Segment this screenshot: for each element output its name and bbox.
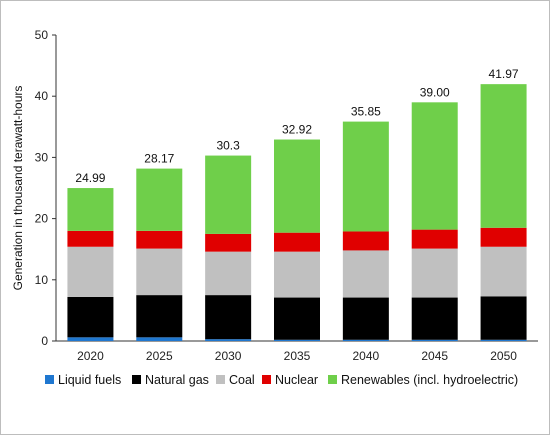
bar-segment-nuclear-2030 bbox=[205, 233, 252, 252]
legend: Liquid fuels Natural gas Coal Nuclear Renewa… bbox=[45, 373, 518, 387]
bar-segment-natural-gas-2040 bbox=[342, 297, 389, 340]
bar-segment-natural-gas-2025 bbox=[136, 295, 183, 338]
bar-segment-coal-2050 bbox=[480, 246, 527, 297]
x-tick-label-2025: 2025 bbox=[146, 349, 173, 363]
bar-segment-liquid-fuels-2025 bbox=[136, 337, 183, 341]
bar-segment-natural-gas-2050 bbox=[480, 296, 527, 340]
bar-segment-renewables-incl-hydroelectric-2035 bbox=[274, 139, 320, 233]
bars bbox=[67, 84, 527, 341]
bar-segment-renewables-incl-hydroelectric-2050 bbox=[480, 84, 527, 228]
bar-segment-coal-2045 bbox=[411, 248, 458, 298]
bar-segment-liquid-fuels-2030 bbox=[205, 339, 252, 341]
bar-segment-liquid-fuels-2050 bbox=[480, 339, 527, 341]
bar-segment-coal-2020 bbox=[67, 246, 114, 297]
bar-segment-nuclear-2045 bbox=[411, 229, 458, 249]
legend-label-natural-gas: Natural gas bbox=[145, 373, 209, 387]
bar-segment-liquid-fuels-2040 bbox=[342, 339, 389, 341]
y-tick-label: 30 bbox=[35, 150, 49, 164]
legend-label-coal: Coal bbox=[229, 373, 255, 387]
x-tick-label-2035: 2035 bbox=[284, 349, 311, 363]
y-axis-label: Generation in thousand terawatt-hours bbox=[11, 86, 25, 291]
x-tick-label-2030: 2030 bbox=[215, 349, 242, 363]
y-tick-label: 50 bbox=[35, 28, 49, 42]
total-label-2040: 35.85 bbox=[351, 105, 381, 119]
legend-swatch-natural-gas bbox=[132, 375, 141, 384]
bar-segment-liquid-fuels-2020 bbox=[67, 337, 114, 341]
bar-segment-liquid-fuels-2045 bbox=[411, 339, 458, 341]
bar-segment-renewables-incl-hydroelectric-2020 bbox=[67, 188, 114, 231]
bar-segment-coal-2025 bbox=[136, 248, 183, 296]
bar-segment-natural-gas-2035 bbox=[274, 297, 320, 340]
bar-segment-renewables-incl-hydroelectric-2045 bbox=[411, 102, 458, 230]
bar-segment-renewables-incl-hydroelectric-2030 bbox=[205, 155, 252, 234]
legend-swatch-coal bbox=[216, 375, 225, 384]
total-label-2025: 28.17 bbox=[144, 152, 174, 166]
bar-segment-liquid-fuels-2035 bbox=[274, 339, 320, 341]
bar-segment-natural-gas-2045 bbox=[411, 297, 458, 340]
y-tick-label: 10 bbox=[35, 273, 49, 287]
legend-label-renewables-incl-hydroelectric: Renewables (incl. hydroelectric) bbox=[341, 373, 518, 387]
x-tick-label-2050: 2050 bbox=[490, 349, 517, 363]
bar-segment-nuclear-2050 bbox=[480, 227, 527, 247]
bar-segment-nuclear-2035 bbox=[274, 232, 320, 252]
total-label-2020: 24.99 bbox=[75, 171, 105, 185]
legend-swatch-nuclear bbox=[262, 375, 271, 384]
legend-swatch-liquid-fuels bbox=[45, 375, 54, 384]
bar-segment-coal-2030 bbox=[205, 251, 252, 296]
total-label-2050: 41.97 bbox=[489, 67, 519, 81]
legend-swatch-renewables-incl-hydroelectric bbox=[328, 375, 337, 384]
bar-segment-coal-2040 bbox=[342, 250, 389, 298]
total-label-2045: 39.00 bbox=[420, 85, 450, 99]
data-labels: 24.99 28.17 30.3 32.92 35.85 39.00 41.97 bbox=[75, 67, 518, 185]
legend-label-nuclear: Nuclear bbox=[275, 373, 318, 387]
bar-segment-natural-gas-2020 bbox=[67, 296, 114, 338]
bar-segment-nuclear-2020 bbox=[67, 230, 114, 247]
legend-label-liquid-fuels: Liquid fuels bbox=[58, 373, 121, 387]
total-label-2030: 30.3 bbox=[216, 139, 240, 153]
x-tick-label-2020: 2020 bbox=[77, 349, 104, 363]
x-tick-label-2040: 2040 bbox=[353, 349, 380, 363]
y-tick-label: 20 bbox=[35, 212, 49, 226]
bar-segment-coal-2035 bbox=[274, 251, 320, 298]
y-tick-label: 0 bbox=[41, 334, 48, 348]
y-tick-label: 40 bbox=[35, 89, 49, 103]
total-label-2035: 32.92 bbox=[282, 123, 312, 137]
bar-segment-renewables-incl-hydroelectric-2040 bbox=[342, 121, 389, 232]
bar-segment-nuclear-2040 bbox=[342, 231, 389, 251]
bar-segment-nuclear-2025 bbox=[136, 230, 183, 249]
x-tick-label-2045: 2045 bbox=[421, 349, 448, 363]
bar-segment-renewables-incl-hydroelectric-2025 bbox=[136, 168, 183, 231]
bar-segment-natural-gas-2030 bbox=[205, 295, 252, 340]
